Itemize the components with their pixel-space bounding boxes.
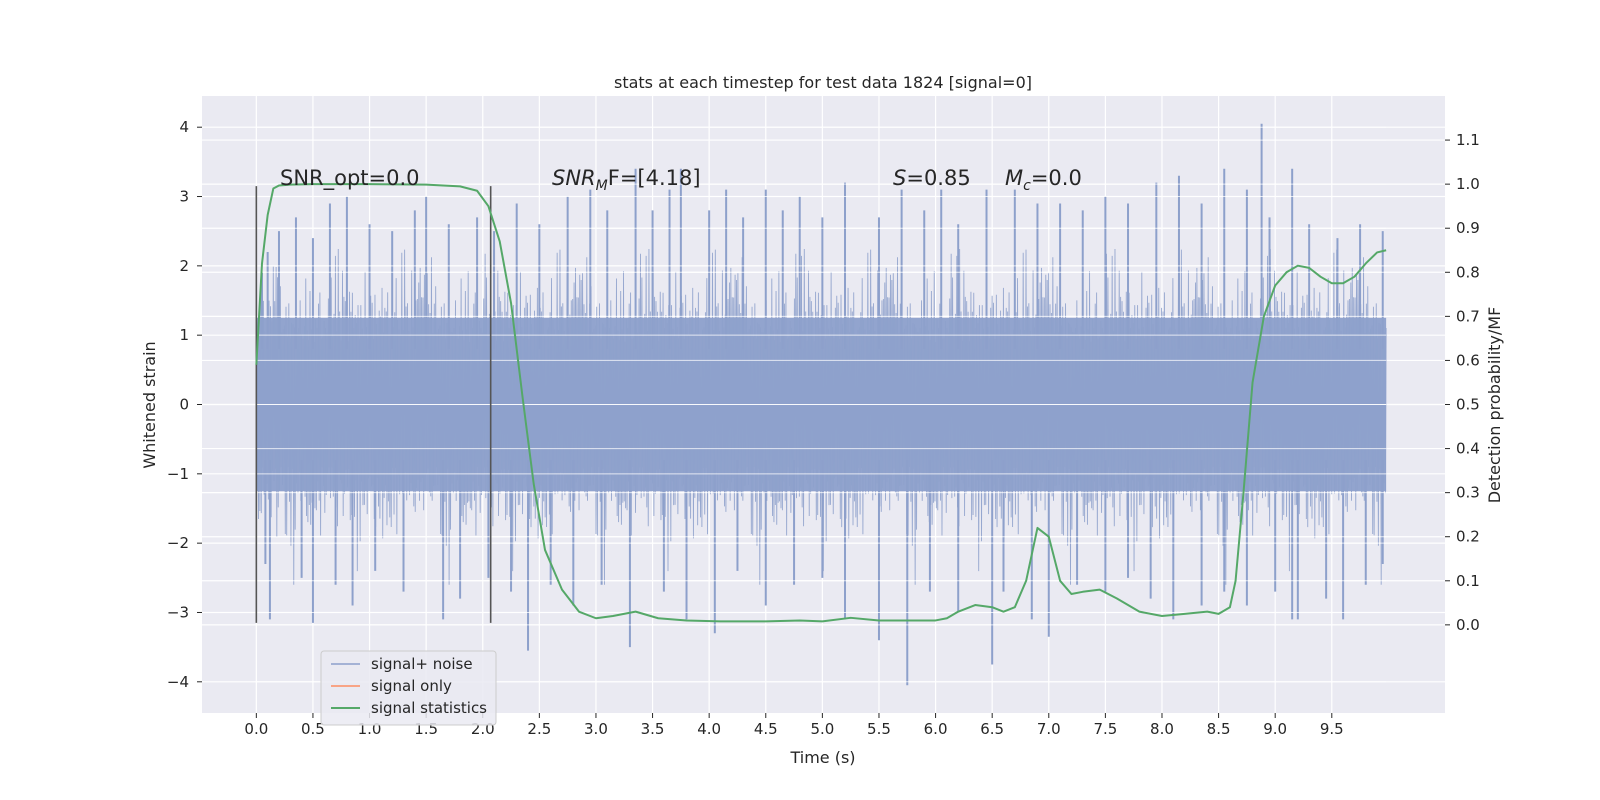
x-tick-label: 4.5 xyxy=(754,720,778,738)
s-annotation: S=0.85 xyxy=(893,166,971,190)
mc-subscript: c xyxy=(1023,178,1031,194)
x-tick-label: 4.0 xyxy=(697,720,721,738)
x-tick-label: 0.5 xyxy=(301,720,325,738)
x-tick-label: 8.0 xyxy=(1150,720,1174,738)
right-axis-title: Detection probability/MF xyxy=(1485,307,1504,504)
x-tick-label: 5.5 xyxy=(867,720,891,738)
y-tick-label: −1 xyxy=(167,465,189,483)
y-tick-label: 0 xyxy=(179,396,189,414)
x-tick-label: 9.0 xyxy=(1263,720,1287,738)
s-value: =0.85 xyxy=(906,166,970,190)
x-tick-label: 9.5 xyxy=(1320,720,1344,738)
snr-mf-subscript: M xyxy=(596,178,608,194)
y-axis-ticks: 4 3 2 1 0 −1 −2 −3 −4 xyxy=(167,118,202,691)
x-tick-label: 6.0 xyxy=(924,720,948,738)
right-tick-label: 0.8 xyxy=(1456,263,1480,281)
right-tick-label: 0.4 xyxy=(1456,440,1480,458)
snr-mf-suffix: F=[4.18] xyxy=(608,166,701,190)
legend-box xyxy=(320,650,497,726)
legend-label-signal-noise: signal+ noise xyxy=(371,655,473,673)
right-tick-label: 0.9 xyxy=(1456,219,1480,237)
x-tick-label: 6.5 xyxy=(980,720,1004,738)
x-tick-label: 8.5 xyxy=(1207,720,1231,738)
x-tick-label: 3.0 xyxy=(584,720,608,738)
y-tick-label: −3 xyxy=(167,603,189,621)
right-tick-label: 0.3 xyxy=(1456,484,1480,502)
stats-series xyxy=(255,183,1387,623)
snr-mf-annotation: SNRMF=[4.18] xyxy=(552,166,701,194)
x-tick-label: 3.5 xyxy=(641,720,665,738)
x-tick-label: 7.5 xyxy=(1093,720,1117,738)
y-tick-label: 4 xyxy=(179,118,189,136)
right-tick-label: 0.0 xyxy=(1456,616,1480,634)
snr-opt-annotation: SNR_opt=0.0 xyxy=(280,166,420,191)
noise-series xyxy=(255,123,1387,686)
vertical-markers xyxy=(255,186,492,623)
y-tick-label: 2 xyxy=(179,257,189,275)
y-axis-title: Whitened strain xyxy=(140,341,159,468)
x-axis-title: Time (s) xyxy=(789,748,855,767)
right-axis-ticks: 1.1 1.0 0.9 0.8 0.7 0.6 0.5 0.4 0.3 0.2 0.1 0.0 xyxy=(1445,131,1480,634)
y-tick-label: −2 xyxy=(167,534,189,552)
mc-value: =0.0 xyxy=(1031,166,1082,190)
mc-annotation: Mc=0.0 xyxy=(1005,166,1082,194)
signal-statistics-line xyxy=(255,183,1387,623)
y-tick-label: 1 xyxy=(179,326,189,344)
legend-label-signal-only: signal only xyxy=(371,677,452,695)
chart-title: stats at each timestep for test data 182… xyxy=(614,73,1032,92)
right-tick-label: 0.7 xyxy=(1456,307,1480,325)
right-tick-label: 1.0 xyxy=(1456,175,1480,193)
x-tick-label: 5.0 xyxy=(810,720,834,738)
s-variable: S xyxy=(893,166,906,190)
y-tick-label: −4 xyxy=(167,673,189,691)
right-tick-label: 1.1 xyxy=(1456,131,1480,149)
y-tick-label: 3 xyxy=(179,188,189,206)
legend: signal+ noise signal only signal statist… xyxy=(320,650,497,726)
legend-label-signal-statistics: signal statistics xyxy=(371,699,487,717)
right-tick-label: 0.2 xyxy=(1456,528,1480,546)
x-tick-label: 7.0 xyxy=(1037,720,1061,738)
snr-mf-prefix: SNR xyxy=(552,166,596,190)
right-tick-label: 0.5 xyxy=(1456,396,1480,414)
x-tick-label: 2.5 xyxy=(527,720,551,738)
mc-variable: M xyxy=(1005,166,1023,190)
right-tick-label: 0.1 xyxy=(1456,572,1480,590)
x-tick-label: 0.0 xyxy=(244,720,268,738)
right-tick-label: 0.6 xyxy=(1456,351,1480,369)
